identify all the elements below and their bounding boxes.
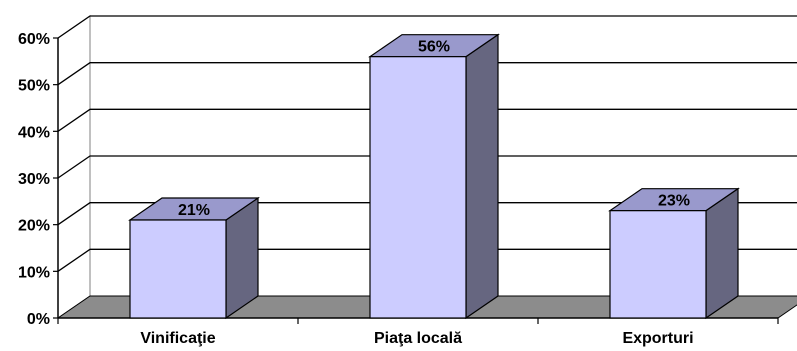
bar-front bbox=[369, 56, 467, 319]
y-tick-label: 10% bbox=[18, 264, 50, 281]
y-tick-label: 0% bbox=[27, 311, 50, 328]
gridline bbox=[57, 62, 797, 86]
bar-front bbox=[129, 219, 227, 319]
gridline bbox=[57, 108, 797, 132]
data-label: 23% bbox=[658, 193, 690, 210]
category-label: Exporturi bbox=[622, 330, 693, 347]
data-label: 56% bbox=[418, 39, 450, 56]
bar-side bbox=[465, 33, 499, 320]
category-label: Piaţa locală bbox=[374, 330, 462, 347]
chart-bars bbox=[128, 33, 740, 320]
y-tick-label: 60% bbox=[18, 31, 50, 48]
gridline bbox=[57, 248, 797, 272]
y-tick-label: 30% bbox=[18, 171, 50, 188]
data-label: 21% bbox=[178, 202, 210, 219]
category-label: Vinificaţie bbox=[140, 330, 215, 347]
gridline bbox=[57, 155, 797, 179]
y-tick-label: 40% bbox=[18, 124, 50, 141]
gridline bbox=[57, 15, 797, 39]
bar bbox=[128, 196, 260, 320]
bar-front bbox=[609, 210, 707, 319]
chart-gridlines bbox=[57, 15, 797, 272]
gridline bbox=[57, 202, 797, 226]
y-tick-label: 50% bbox=[18, 78, 50, 95]
chart-labels: 0% 10% 20% 30% 40% 50% 60% 21% Vinificaţie 56% Pia… bbox=[18, 31, 694, 347]
bar bbox=[608, 187, 740, 320]
y-tick-label: 20% bbox=[18, 218, 50, 235]
bar bbox=[368, 33, 500, 320]
